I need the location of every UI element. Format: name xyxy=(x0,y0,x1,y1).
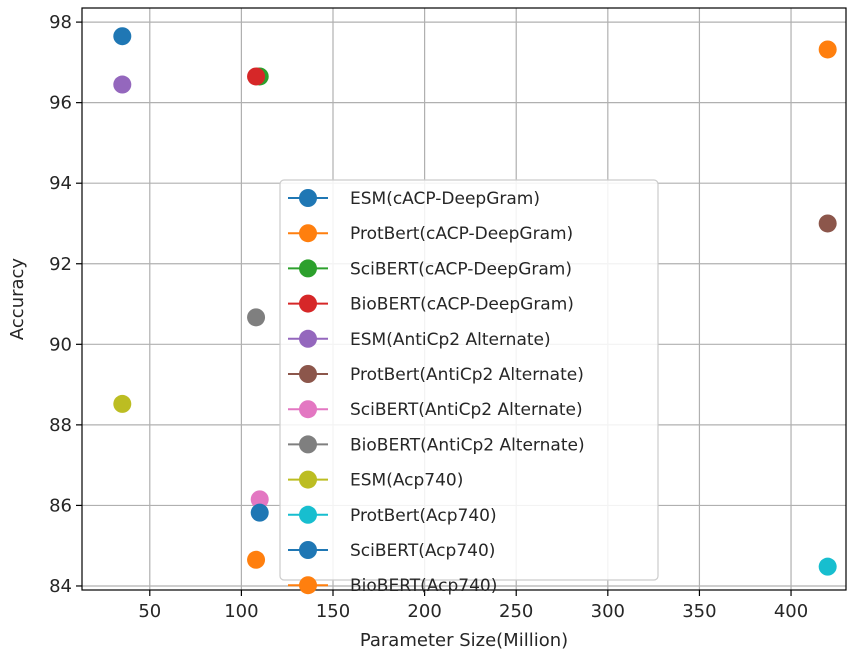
x-tick-label: 400 xyxy=(774,601,808,622)
x-tick-label: 350 xyxy=(682,601,716,622)
y-axis-ticks: 84 86 88 90 92 94 96 98 xyxy=(49,12,82,597)
x-tick-label: 100 xyxy=(224,601,258,622)
legend-label: ESM(Acp740) xyxy=(350,471,463,491)
data-point xyxy=(818,40,837,59)
legend-label: SciBERT(cACP-DeepGram) xyxy=(350,259,572,279)
legend-marker xyxy=(299,259,317,278)
x-tick-label: 50 xyxy=(138,601,161,622)
x-tick-label: 200 xyxy=(407,601,441,622)
y-axis-label: Accuracy xyxy=(7,258,28,341)
y-tick-label: 94 xyxy=(49,173,72,194)
y-tick-label: 90 xyxy=(49,334,72,355)
x-tick-label: 150 xyxy=(316,601,350,622)
data-point xyxy=(250,490,269,509)
legend-label: BioBERT(AntiCp2 Alternate) xyxy=(350,435,585,455)
x-tick-label: 250 xyxy=(499,601,533,622)
data-point xyxy=(247,67,266,86)
data-point xyxy=(247,550,266,569)
data-point xyxy=(818,557,837,576)
legend-label: SciBERT(AntiCp2 Alternate) xyxy=(350,400,583,420)
y-tick-label: 92 xyxy=(49,254,72,275)
x-tick-label: 300 xyxy=(591,601,625,622)
legend-label: ESM(cACP-DeepGram) xyxy=(350,189,540,209)
data-point xyxy=(247,308,266,327)
x-axis-ticks: 50 100 150 200 250 300 350 400 xyxy=(138,590,808,622)
legend-label: SciBERT(Acp740) xyxy=(350,541,495,561)
data-point xyxy=(113,394,132,413)
legend-label: ProtBert(cACP-DeepGram) xyxy=(350,224,573,244)
legend-label: ProtBert(AntiCp2 Alternate) xyxy=(350,365,584,385)
legend-label: ProtBert(Acp740) xyxy=(350,506,497,526)
y-tick-label: 84 xyxy=(49,576,72,597)
data-point xyxy=(113,75,132,94)
legend-label: ESM(AntiCp2 Alternate) xyxy=(350,330,551,350)
legend-marker xyxy=(299,365,317,383)
data-point xyxy=(818,214,837,233)
legend-marker xyxy=(299,294,317,313)
legend-marker xyxy=(299,541,317,559)
legend-label: BioBERT(cACP-DeepGram) xyxy=(350,295,574,315)
legend-marker xyxy=(299,400,317,419)
x-axis-label: Parameter Size(Million) xyxy=(360,630,568,651)
legend-box xyxy=(279,179,659,581)
y-tick-label: 98 xyxy=(49,12,72,33)
legend-marker xyxy=(299,505,317,524)
legend-label: BioBERT(Acp740) xyxy=(350,576,497,596)
legend-marker xyxy=(299,470,317,489)
data-point xyxy=(250,503,269,522)
data-point xyxy=(113,27,132,46)
y-tick-label: 86 xyxy=(49,495,72,516)
legend-marker xyxy=(299,435,317,454)
legend-marker xyxy=(299,224,317,243)
legend-marker xyxy=(299,329,317,348)
plot-frame xyxy=(81,7,847,591)
y-tick-label: 96 xyxy=(49,93,72,114)
data-points xyxy=(113,27,837,576)
legend-marker xyxy=(299,189,317,207)
y-tick-label: 88 xyxy=(49,415,72,436)
legend-marker xyxy=(299,576,317,595)
legend: ESM(cACP-DeepGram) ProtBert(cACP-DeepGram… xyxy=(279,179,659,596)
